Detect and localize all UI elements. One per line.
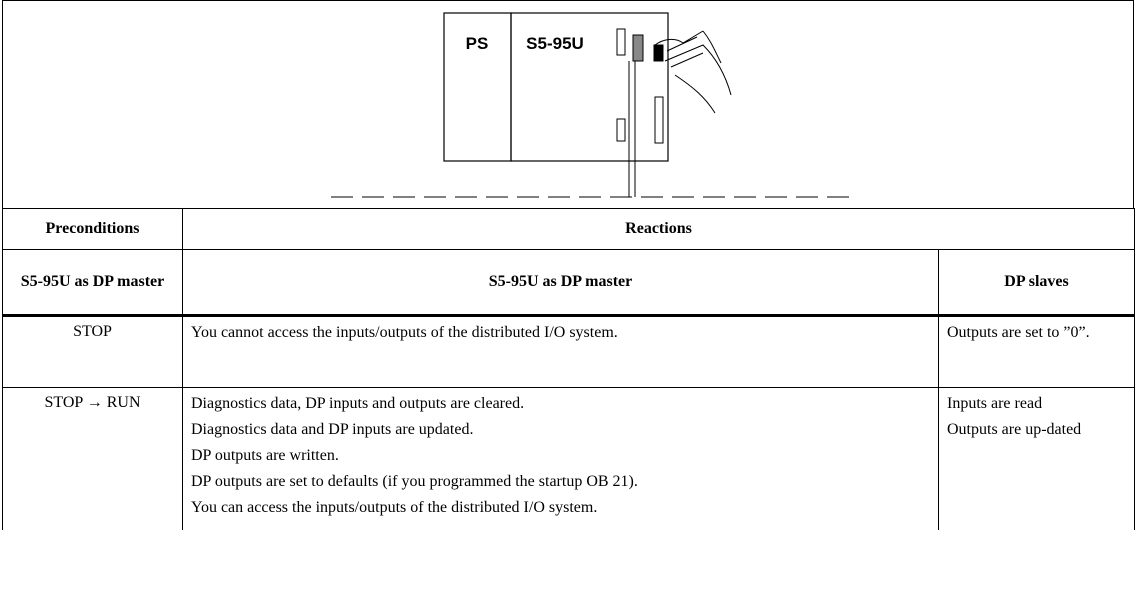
subheader-cell: S5-95U as DP master xyxy=(2,249,183,317)
header-cell: Preconditions xyxy=(2,208,183,250)
slave-text: Inputs are read xyxy=(947,395,1043,412)
table-row: STOP You cannot access the inputs/outputs… xyxy=(2,315,1135,388)
slave-cell: Outputs are set to ”0”. xyxy=(938,315,1135,388)
reaction-table: Preconditions Reactions S5-95U as DP mas… xyxy=(2,208,1135,530)
reaction-text: Diagnostics data and DP inputs are updat… xyxy=(191,421,474,438)
reaction-text: You can access the inputs/outputs of the… xyxy=(191,499,598,516)
precondition-cell: STOP xyxy=(2,315,183,388)
table-row: STOP → RUN Diagnostics data, DP inputs an… xyxy=(2,387,1135,530)
reaction-text: DP outputs are set to defaults (if you p… xyxy=(191,473,638,490)
reaction-text: You cannot access the inputs/outputs of … xyxy=(191,324,618,341)
reaction-cell: Diagnostics data, DP inputs and outputs … xyxy=(182,387,939,530)
cpu-module xyxy=(510,12,669,162)
subheader-row: S5-95U as DP master S5-95U as DP master … xyxy=(2,249,1135,317)
header-cell: Reactions xyxy=(182,208,1135,250)
ps-label: PS xyxy=(466,34,489,53)
slot xyxy=(616,28,626,56)
switch xyxy=(632,34,644,62)
reaction-text: DP outputs are written. xyxy=(191,447,339,464)
module-figure: PS S5-95U xyxy=(2,0,1134,209)
subheader-cell: DP slaves xyxy=(938,249,1135,317)
reaction-text: Diagnostics data, DP inputs and outputs … xyxy=(191,395,525,412)
precondition-cell: STOP → RUN xyxy=(2,387,183,530)
switch-handle xyxy=(653,44,664,62)
hand xyxy=(654,30,732,114)
slave-text: Outputs are set to ”0”. xyxy=(947,324,1090,341)
reaction-cell: You cannot access the inputs/outputs of … xyxy=(182,315,939,388)
connector xyxy=(654,96,664,144)
cpu-label: S5-95U xyxy=(526,34,584,53)
slave-text: Outputs are up-dated xyxy=(947,421,1082,438)
slave-cell: Inputs are read Outputs are up-dated xyxy=(938,387,1135,530)
header-row: Preconditions Reactions xyxy=(2,208,1135,250)
subheader-cell: S5-95U as DP master xyxy=(182,249,939,317)
slot xyxy=(616,118,626,142)
